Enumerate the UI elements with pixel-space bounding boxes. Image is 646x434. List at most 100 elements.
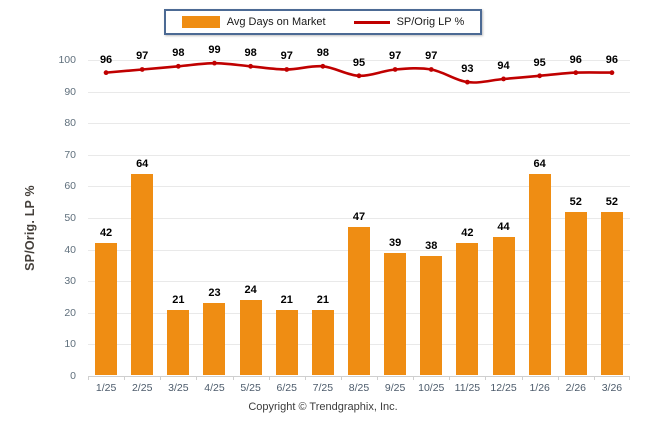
bar-value-label: 64 <box>136 157 149 170</box>
gridline <box>88 186 630 188</box>
plot-area: 42 96 64 97 21 98 23 99 24 98 21 97 21 98 47 95 39 97 38 97… <box>88 44 630 380</box>
x-axis-label: 1/26 <box>529 382 550 394</box>
bar-value-label: 44 <box>497 220 510 233</box>
line-value-label: 93 <box>461 63 474 76</box>
line-value-label: 96 <box>569 53 582 66</box>
line-point-marker <box>139 67 145 72</box>
legend-item-avg-days: Avg Days on Market <box>181 16 326 28</box>
y-tick-label: 90 <box>64 85 76 98</box>
x-axis-tick <box>88 376 89 380</box>
bar <box>131 173 154 375</box>
x-axis-tick <box>629 376 630 380</box>
line-value-label: 95 <box>533 56 546 69</box>
x-axis-tick <box>304 376 306 380</box>
y-tick-label: 0 <box>70 370 76 382</box>
line-value-label: 94 <box>497 59 510 72</box>
legend: Avg Days on Market SP/Orig LP % <box>163 9 483 35</box>
bar-value-label: 21 <box>280 293 293 306</box>
y-tick-label: 70 <box>64 148 76 161</box>
bar-value-label: 42 <box>461 227 474 240</box>
line-value-label: 95 <box>352 56 366 69</box>
line-point-marker <box>428 67 434 72</box>
x-axis-label: 11/25 <box>454 382 481 394</box>
x-axis-tick <box>521 376 523 380</box>
line-swatch-icon <box>353 20 390 24</box>
bar <box>348 227 370 375</box>
x-axis-label: 2/25 <box>131 382 153 394</box>
line-point-marker <box>320 63 326 69</box>
line-point-marker <box>248 63 254 69</box>
gridline <box>88 123 630 125</box>
x-axis-tick <box>232 376 234 380</box>
bar <box>167 309 190 375</box>
legend-wrap: Avg Days on Market SP/Orig LP % <box>0 9 646 35</box>
line-value-label: 96 <box>605 53 619 66</box>
line-value-label: 98 <box>172 47 185 60</box>
copyright-text: Copyright © Trendgraphix, Inc. <box>248 401 398 413</box>
bar-value-label: 64 <box>533 157 546 170</box>
bar <box>203 303 226 375</box>
line-value-label: 98 <box>316 47 329 60</box>
bar <box>564 211 587 375</box>
gridline <box>88 91 630 93</box>
gridline <box>88 218 630 219</box>
line-value-label: 97 <box>389 50 402 63</box>
y-tick-label: 50 <box>64 212 76 224</box>
x-axis-label: 1/25 <box>95 382 117 394</box>
bar-value-label: 52 <box>569 195 582 208</box>
bar <box>384 252 407 375</box>
y-tick-label: 100 <box>58 54 76 66</box>
x-axis-labels: 1/25 2/25 3/25 4/25 5/25 6/25 7/25 8/25 9/25 10/2… <box>88 380 630 396</box>
x-axis-label: 6/25 <box>276 382 297 394</box>
y-tick-label: 30 <box>64 275 76 288</box>
x-axis-label: 5/25 <box>240 382 261 394</box>
x-axis-label: 10/25 <box>418 382 445 394</box>
legend-label-avg-days: Avg Days on Market <box>226 16 326 28</box>
bar-value-label: 38 <box>425 239 438 252</box>
bar <box>600 211 623 375</box>
line-point-marker <box>573 70 579 76</box>
x-axis-line <box>88 376 630 377</box>
line-value-label: 97 <box>280 50 293 63</box>
line-point-marker <box>392 67 398 72</box>
line-point-marker <box>609 70 615 76</box>
x-axis-tick <box>196 376 198 380</box>
bar-value-label: 23 <box>208 287 221 300</box>
line-point-marker <box>465 79 470 85</box>
bar-value-label: 21 <box>172 293 185 306</box>
line-point-marker <box>356 73 362 79</box>
x-axis-label: 7/25 <box>312 382 334 394</box>
gridline <box>88 154 630 156</box>
y-tick-label: 80 <box>64 117 76 130</box>
x-axis-tick <box>593 376 595 380</box>
bar <box>239 300 262 375</box>
line-point-marker <box>284 67 290 72</box>
y-tick-label: 60 <box>64 180 76 193</box>
bar-swatch-icon <box>181 16 220 28</box>
legend-label-sp-orig: SP/Orig LP % <box>396 16 465 28</box>
bar-value-label: 47 <box>352 211 366 224</box>
bar <box>420 255 443 375</box>
line-point-marker <box>212 60 217 66</box>
bar <box>275 309 298 375</box>
bar-value-label: 42 <box>99 227 113 240</box>
x-axis-tick <box>377 376 379 380</box>
x-axis-tick <box>485 376 487 380</box>
x-axis-label: 8/25 <box>348 382 370 394</box>
bar-value-label: 21 <box>316 293 329 306</box>
x-axis-label: 12/25 <box>490 382 517 394</box>
y-tick-label: 20 <box>64 306 76 319</box>
x-axis-label: 3/26 <box>601 382 623 394</box>
line-value-label: 98 <box>244 47 257 60</box>
bar-value-label: 52 <box>605 195 619 208</box>
bar <box>528 173 551 375</box>
gridline <box>88 60 630 61</box>
x-axis-tick <box>160 376 162 380</box>
line-value-label: 97 <box>425 50 438 63</box>
x-axis-tick <box>449 376 451 380</box>
x-axis-tick <box>413 376 415 380</box>
line-point-marker <box>103 70 109 76</box>
y-tick-label: 10 <box>64 338 76 351</box>
x-axis-tick <box>557 376 559 380</box>
